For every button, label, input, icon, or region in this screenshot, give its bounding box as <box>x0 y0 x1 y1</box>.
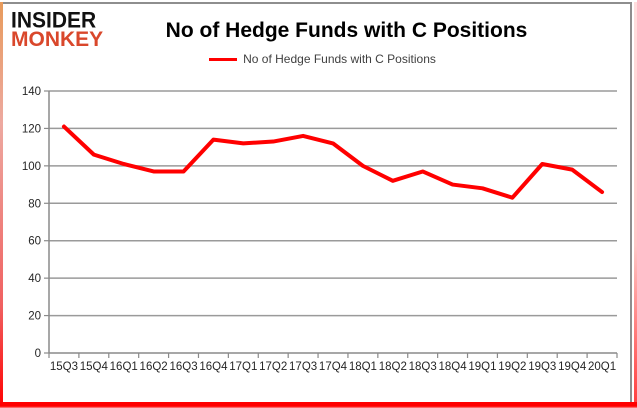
x-tick-label: 17Q3 <box>289 361 317 373</box>
x-tick-label: 19Q2 <box>498 361 526 373</box>
x-tick-label: 16Q4 <box>199 361 228 373</box>
line-chart: 0 20 40 60 80 100 120 140 15Q3 15Q4 16Q1 16Q2 16Q3 16… <box>22 86 618 373</box>
x-tick-label: 15Q4 <box>80 361 109 373</box>
x-tick-label: 20Q1 <box>588 361 616 373</box>
axis-ticks <box>44 90 618 358</box>
x-tick-label: 18Q1 <box>349 361 377 373</box>
x-tick-label: 19Q1 <box>468 361 496 373</box>
series-line <box>61 124 605 200</box>
y-tick-label: 40 <box>28 273 41 285</box>
y-tick-label: 100 <box>22 161 41 173</box>
chart-title: No of Hedge Funds with C Positions <box>165 19 528 42</box>
frame-bottom-edge <box>0 402 637 408</box>
y-tick-label: 0 <box>35 348 41 360</box>
x-axis-labels: 15Q3 15Q4 16Q1 16Q2 16Q3 16Q4 17Q1 17Q2 17Q3 17Q4… <box>50 361 616 373</box>
x-tick-label: 17Q1 <box>229 361 257 373</box>
x-tick-label: 17Q2 <box>259 361 287 373</box>
data-series <box>61 124 605 200</box>
legend-label: No of Hedge Funds with C Positions <box>243 52 436 66</box>
x-tick-label: 16Q3 <box>169 361 197 373</box>
x-tick-label: 18Q2 <box>379 361 407 373</box>
legend-line-swatch <box>209 57 238 61</box>
y-tick-label: 120 <box>22 123 41 135</box>
legend: No of Hedge Funds with C Positions <box>3 52 630 66</box>
x-tick-label: 19Q4 <box>558 361 587 373</box>
y-tick-label: 140 <box>22 86 41 98</box>
logo-line-monkey: MONKEY <box>11 28 104 52</box>
x-tick-label: 16Q2 <box>140 361 168 373</box>
x-tick-label: 16Q1 <box>110 361 138 373</box>
logo-line-insider: INSIDER <box>11 8 97 33</box>
y-axis-labels: 0 20 40 60 80 100 120 140 <box>22 86 41 360</box>
frame-left-edge <box>0 2 3 408</box>
y-tick-label: 80 <box>28 198 41 210</box>
x-tick-label: 15Q3 <box>50 361 78 373</box>
x-tick-label: 19Q3 <box>528 361 556 373</box>
x-tick-label: 18Q4 <box>439 361 468 373</box>
axes <box>48 91 617 354</box>
gridlines <box>49 90 617 317</box>
insider-monkey-logo: INSIDER MONKEY <box>11 8 104 52</box>
y-tick-label: 20 <box>28 311 41 323</box>
y-tick-label: 60 <box>28 236 41 248</box>
frame-right-edge <box>634 2 637 408</box>
x-tick-label: 18Q3 <box>409 361 437 373</box>
x-tick-label: 17Q4 <box>319 361 348 373</box>
content-box: INSIDER MONKEY No of Hedge Funds with C … <box>3 2 632 402</box>
